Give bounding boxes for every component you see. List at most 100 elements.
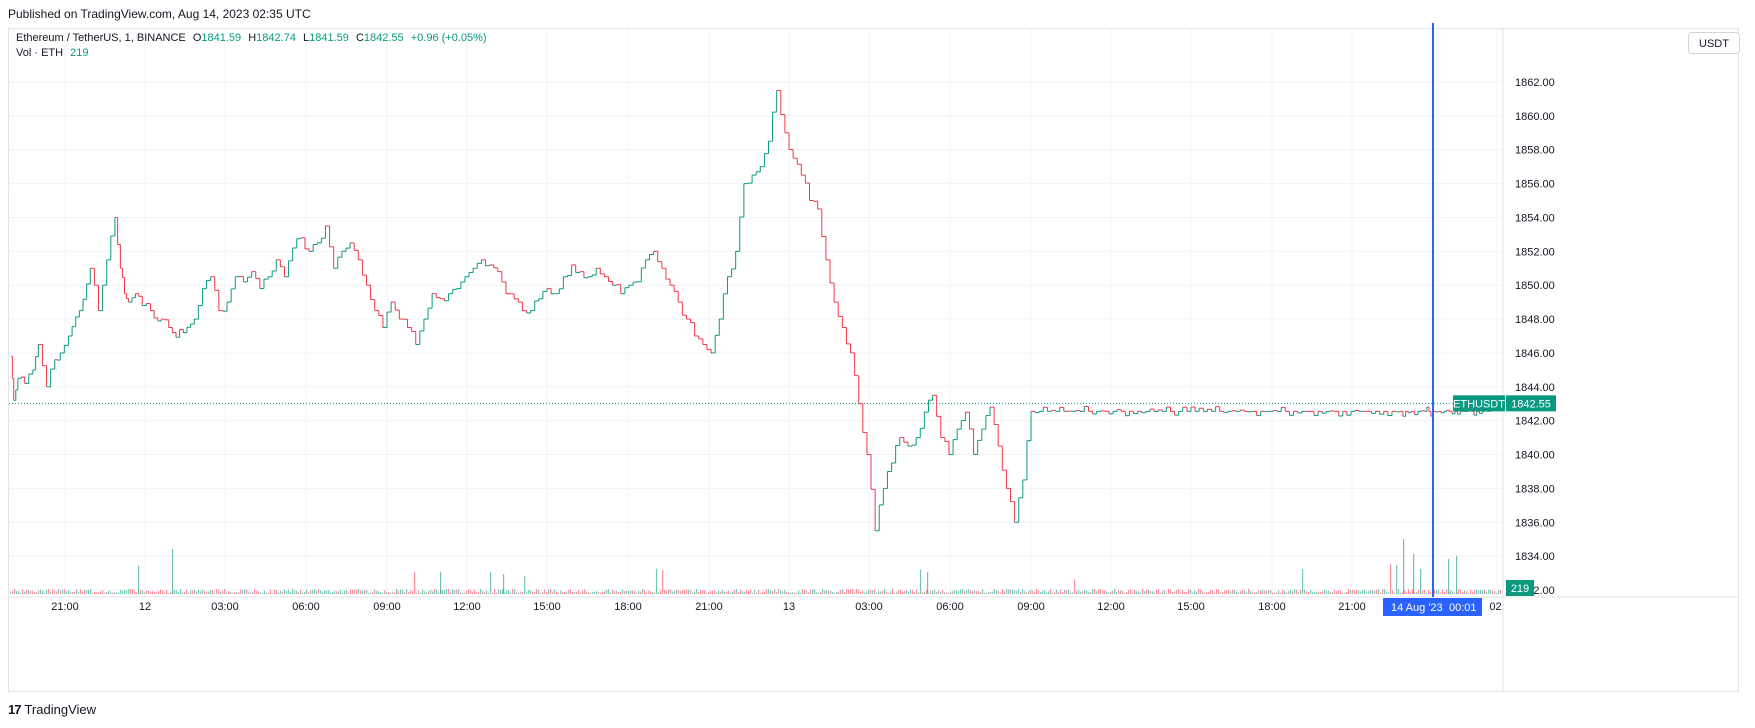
volume-bar: [352, 590, 354, 594]
volume-bar: [592, 591, 594, 594]
volume-bar: [1486, 591, 1488, 594]
volume-bar: [1340, 590, 1342, 594]
volume-bar: [604, 591, 606, 594]
volume-bar: [476, 592, 478, 594]
volume-bar: [1456, 556, 1458, 594]
volume-bar: [1056, 590, 1058, 594]
x-tick-label: 09:00: [1017, 601, 1045, 613]
volume-bar: [1330, 592, 1332, 594]
volume-bar: [512, 589, 514, 594]
volume-bar: [654, 592, 656, 594]
volume-bar: [1476, 589, 1478, 594]
volume-bar: [942, 590, 944, 594]
volume-bar: [292, 589, 294, 594]
volume-bar: [16, 591, 18, 594]
volume-bar: [1022, 589, 1024, 594]
volume-bar: [284, 589, 286, 594]
volume-label[interactable]: Vol · ETH: [16, 47, 64, 59]
low-value: 1841.59: [309, 32, 349, 44]
volume-bar: [1020, 591, 1022, 594]
volume-bar: [594, 591, 596, 594]
volume-bar: [1264, 590, 1266, 594]
volume-bar: [374, 589, 376, 594]
volume-bar: [1212, 589, 1214, 594]
volume-bar: [394, 592, 396, 594]
volume-bar: [532, 591, 534, 594]
volume-bar: [500, 590, 502, 594]
volume-bar: [432, 591, 434, 594]
volume-bar: [1464, 590, 1466, 594]
volume-bar: [328, 590, 330, 594]
volume-bar: [364, 590, 366, 594]
volume-bar: [358, 589, 360, 594]
volume-bar: [362, 591, 364, 594]
volume-bar: [588, 592, 590, 594]
volume-bar: [50, 592, 52, 594]
volume-bar: [142, 590, 144, 594]
volume-bar: [1104, 590, 1106, 594]
volume-bar: [874, 589, 876, 594]
tradingview-logo[interactable]: 17 TradingView: [8, 702, 96, 717]
volume-bar: [702, 590, 704, 594]
volume-bar: [696, 589, 698, 594]
volume-bar: [1438, 589, 1440, 594]
volume-bar: [684, 590, 686, 594]
volume-bar: [1376, 589, 1378, 594]
volume-bar: [1188, 589, 1190, 594]
volume-bar: [304, 591, 306, 594]
volume-bar: [1208, 591, 1210, 594]
volume-bar: [180, 589, 182, 594]
volume-bar: [884, 589, 886, 594]
volume-bar: [1252, 592, 1254, 594]
x-tick-label: 18:00: [614, 601, 642, 613]
volume-bar: [1138, 591, 1140, 594]
volume-bar: [774, 589, 776, 594]
volume-bar: [502, 589, 504, 594]
chart-frame[interactable]: [8, 28, 1739, 692]
volume-bar: [904, 591, 906, 594]
x-tick-label: 18:00: [1258, 601, 1286, 613]
volume-bar: [1400, 592, 1402, 594]
volume-bar: [1070, 592, 1072, 594]
volume-bar: [824, 590, 826, 594]
volume-bar: [836, 592, 838, 594]
volume-bar: [624, 591, 626, 594]
volume-bar: [564, 591, 566, 594]
volume-bar: [1466, 591, 1468, 594]
volume-bar: [14, 589, 16, 594]
currency-button[interactable]: USDT: [1688, 32, 1740, 54]
volume-bar: [1354, 590, 1356, 594]
volume-bar: [548, 589, 550, 594]
last-price-badge: 1842.55: [1511, 398, 1551, 410]
volume-bar: [1152, 591, 1154, 594]
volume-bar: [650, 591, 652, 594]
volume-bar: [1036, 589, 1038, 594]
volume-bar: [154, 592, 156, 594]
volume-bar: [1394, 592, 1396, 594]
symbol-label[interactable]: Ethereum / TetherUS, 1, BINANCE: [16, 32, 186, 44]
volume-bar: [1384, 589, 1386, 594]
volume-bar: [462, 592, 464, 594]
volume-bar: [1026, 592, 1028, 594]
volume-bar: [560, 590, 562, 594]
volume-bar: [1378, 589, 1380, 594]
volume-bar: [518, 592, 520, 594]
volume-bar: [1403, 539, 1405, 594]
volume-bar: [488, 592, 490, 594]
volume-bar: [568, 590, 570, 594]
volume-bar: [388, 592, 390, 594]
volume-bar: [1012, 589, 1014, 594]
volume-bar: [482, 591, 484, 594]
volume-bar: [794, 592, 796, 594]
volume-bar: [840, 589, 842, 594]
x-tick-label: 03:00: [211, 601, 239, 613]
volume-legend: Vol · ETH 219: [16, 47, 93, 59]
volume-bar: [626, 590, 628, 594]
volume-bar: [1226, 590, 1228, 594]
volume-bar: [522, 591, 524, 594]
volume-bar: [1150, 591, 1152, 594]
volume-bar: [1300, 590, 1302, 594]
volume-bar: [1370, 589, 1372, 594]
volume-bar: [78, 592, 80, 594]
